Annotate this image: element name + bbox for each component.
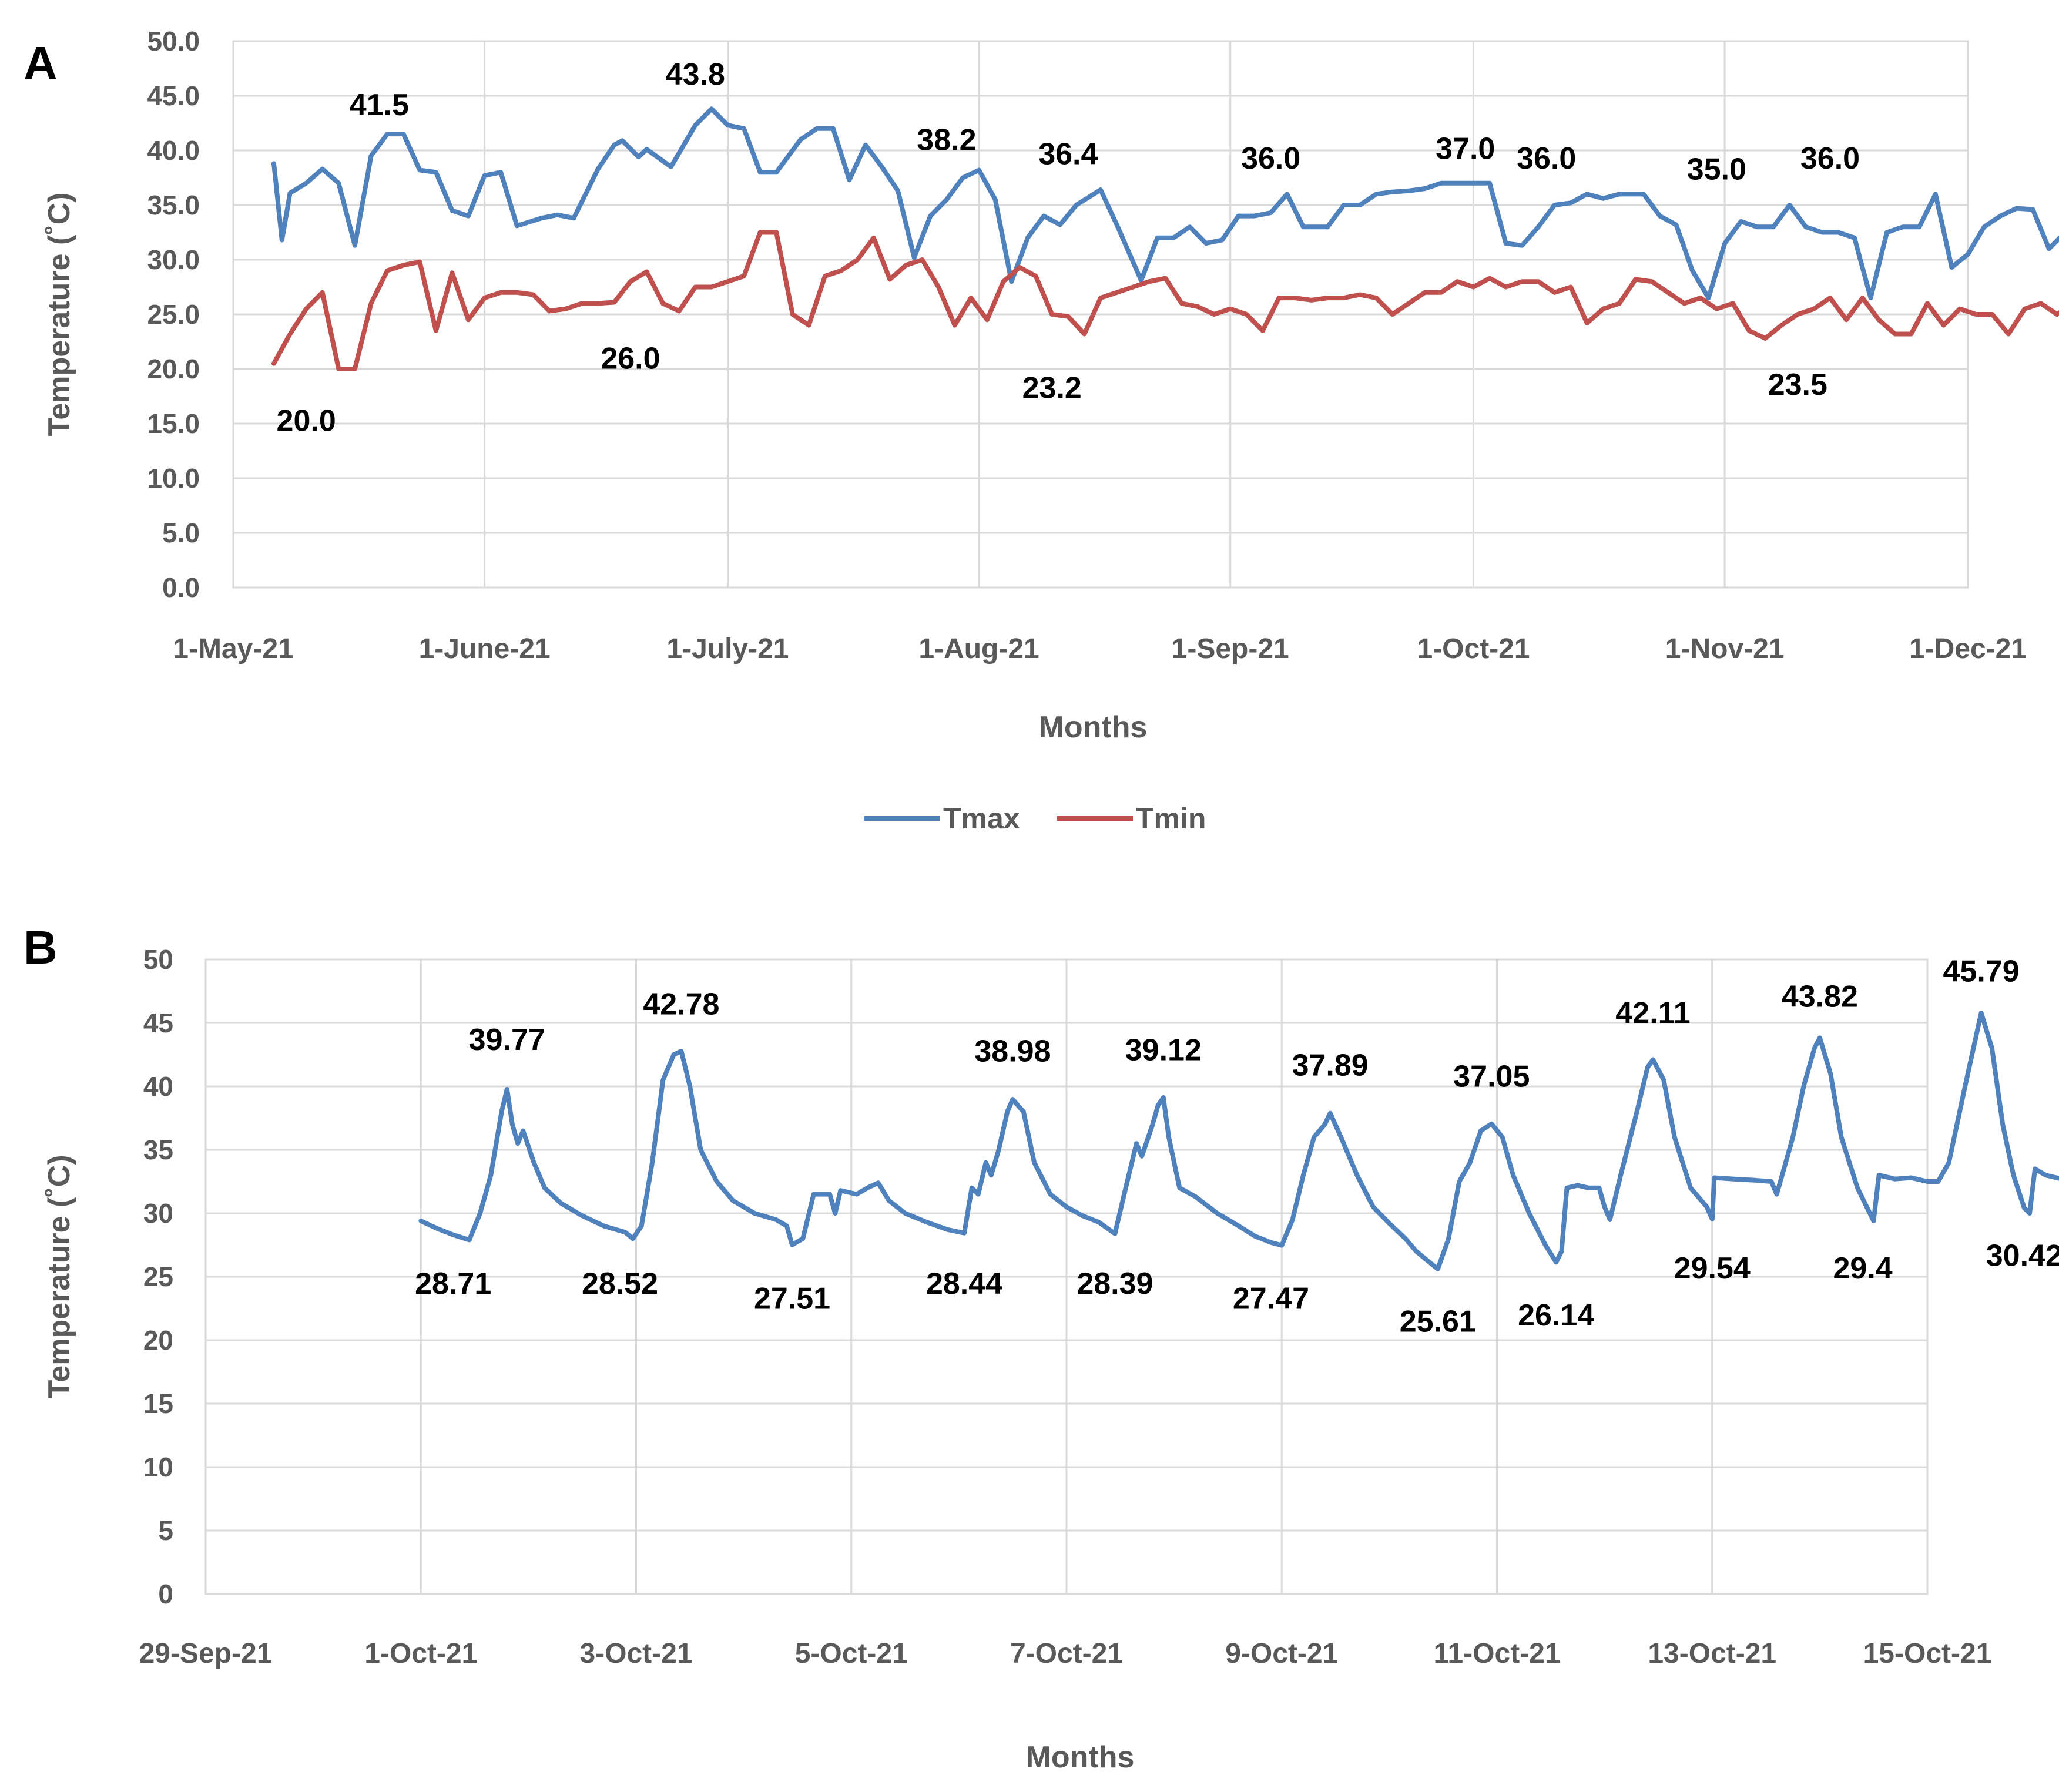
y-tick-label: 30 bbox=[143, 1198, 173, 1229]
data-label: 26.0 bbox=[601, 341, 660, 375]
x-tick-label: 1-Oct-21 bbox=[1417, 633, 1530, 665]
y-tick-label: 25.0 bbox=[147, 299, 200, 330]
y-tick-label: 10 bbox=[143, 1452, 173, 1482]
legend-label-tmax: Tmax bbox=[943, 802, 1020, 835]
x-tick-label: 13-Oct-21 bbox=[1648, 1638, 1776, 1669]
y-tick-label: 45 bbox=[143, 1008, 173, 1038]
x-axis-title-b: Months bbox=[1026, 1740, 1135, 1774]
data-label: 23.2 bbox=[1022, 371, 1082, 405]
data-label: 28.52 bbox=[582, 1267, 658, 1301]
data-label: 41.5 bbox=[350, 88, 409, 122]
data-label: 37.05 bbox=[1453, 1060, 1530, 1094]
y-tick-label: 40.0 bbox=[147, 135, 200, 166]
x-tick-label: 1-Oct-21 bbox=[364, 1638, 477, 1669]
y-tick-label: 20.0 bbox=[147, 354, 200, 384]
data-label: 20.0 bbox=[277, 404, 336, 438]
data-label: 37.0 bbox=[1436, 132, 1495, 166]
y-tick-label: 30.0 bbox=[147, 244, 200, 275]
y-tick-label: 0 bbox=[158, 1579, 173, 1609]
data-label: 36.4 bbox=[1038, 137, 1098, 172]
panel-label-a: A bbox=[24, 37, 58, 89]
y-tick-label: 15.0 bbox=[147, 408, 200, 439]
data-label: 35.0 bbox=[1687, 153, 1746, 187]
data-label: 30.42 bbox=[1986, 1239, 2059, 1273]
data-label: 28.44 bbox=[926, 1267, 1002, 1301]
x-tick-label: 7-Oct-21 bbox=[1010, 1638, 1123, 1669]
data-label: 38.2 bbox=[917, 123, 976, 157]
y-tick-label: 25 bbox=[143, 1261, 173, 1292]
data-label: 36.0 bbox=[1241, 142, 1300, 176]
data-label: 28.71 bbox=[415, 1267, 491, 1301]
y-tick-label: 10.0 bbox=[147, 463, 200, 494]
data-label: 36.0 bbox=[1517, 142, 1576, 176]
y-tick-label: 15 bbox=[143, 1388, 173, 1419]
data-label: 39.12 bbox=[1125, 1033, 1202, 1067]
data-label: 36.0 bbox=[1800, 142, 1860, 176]
data-label: 23.5 bbox=[1768, 368, 1827, 402]
y-tick-label: 50.0 bbox=[147, 26, 200, 56]
x-tick-label: 11-Oct-21 bbox=[1433, 1638, 1560, 1669]
data-label: 43.82 bbox=[1782, 980, 1858, 1014]
y-tick-label: 5 bbox=[158, 1515, 173, 1546]
x-tick-label: 1-June-21 bbox=[419, 633, 551, 665]
y-axis-title-a: Temperature (˚C) bbox=[42, 192, 76, 436]
data-label: 25.61 bbox=[1400, 1305, 1476, 1339]
y-tick-label: 5.0 bbox=[162, 518, 200, 548]
y-tick-label: 35.0 bbox=[147, 190, 200, 220]
legend-a: Tmax Tmin bbox=[864, 802, 1206, 835]
data-label: 29.4 bbox=[1833, 1251, 1893, 1286]
data-label: 42.11 bbox=[1615, 996, 1690, 1031]
x-tick-label: 1-July-21 bbox=[666, 633, 789, 665]
y-tick-label: 20 bbox=[143, 1325, 173, 1355]
x-axis-title-a: Months bbox=[1039, 710, 1148, 744]
x-tick-label: 1-Nov-21 bbox=[1665, 633, 1785, 665]
data-label: 39.77 bbox=[469, 1023, 545, 1057]
y-tick-label: 50 bbox=[143, 944, 173, 975]
x-tick-label: 1-May-21 bbox=[173, 633, 293, 665]
data-label: 27.51 bbox=[754, 1282, 830, 1316]
series-line-tmax bbox=[271, 106, 2059, 301]
y-tick-label: 40 bbox=[143, 1071, 173, 1102]
x-tick-label: 1-Dec-21 bbox=[1909, 633, 2027, 665]
y-tick-label: 0.0 bbox=[162, 572, 200, 603]
x-tick-label: 5-Oct-21 bbox=[795, 1638, 908, 1669]
chart-panel-a: A 0.0 5.0 10.0 15.0 20.0 25.0 30.0 35.0 40.0 45.0… bbox=[24, 26, 2059, 835]
data-label: 29.54 bbox=[1674, 1251, 1751, 1286]
y-axis-title-b: Temperature (˚C) bbox=[42, 1155, 76, 1398]
x-tick-label: 15-Oct-21 bbox=[1863, 1638, 1992, 1669]
x-tick-label: 29-Sep-21 bbox=[139, 1638, 273, 1669]
data-label: 38.98 bbox=[974, 1035, 1051, 1069]
x-tick-label: 1-Aug-21 bbox=[918, 633, 1039, 665]
data-label: 43.8 bbox=[666, 58, 725, 92]
data-label: 26.14 bbox=[1518, 1298, 1594, 1333]
series-line-temperature bbox=[418, 1010, 2059, 1271]
x-tick-label: 3-Oct-21 bbox=[579, 1638, 692, 1669]
panel-label-b: B bbox=[24, 921, 58, 974]
data-label: 28.39 bbox=[1077, 1267, 1153, 1301]
data-label: 42.78 bbox=[643, 988, 719, 1022]
data-label: 27.47 bbox=[1233, 1282, 1309, 1316]
x-tick-label: 9-Oct-21 bbox=[1225, 1638, 1338, 1669]
x-tick-label: 1-Sep-21 bbox=[1172, 633, 1289, 665]
chart-panel-b: B 0 5 10 15 20 25 30 35 40 45 50 29-Sep-21 1-Oct-21… bbox=[24, 921, 2059, 1774]
data-label: 37.89 bbox=[1292, 1048, 1369, 1082]
data-label: 45.79 bbox=[1943, 954, 2019, 988]
y-tick-label: 35 bbox=[143, 1135, 173, 1165]
y-tick-label: 45.0 bbox=[147, 80, 200, 111]
legend-label-tmin: Tmin bbox=[1136, 802, 1206, 835]
series-line-tmin bbox=[271, 230, 2059, 371]
